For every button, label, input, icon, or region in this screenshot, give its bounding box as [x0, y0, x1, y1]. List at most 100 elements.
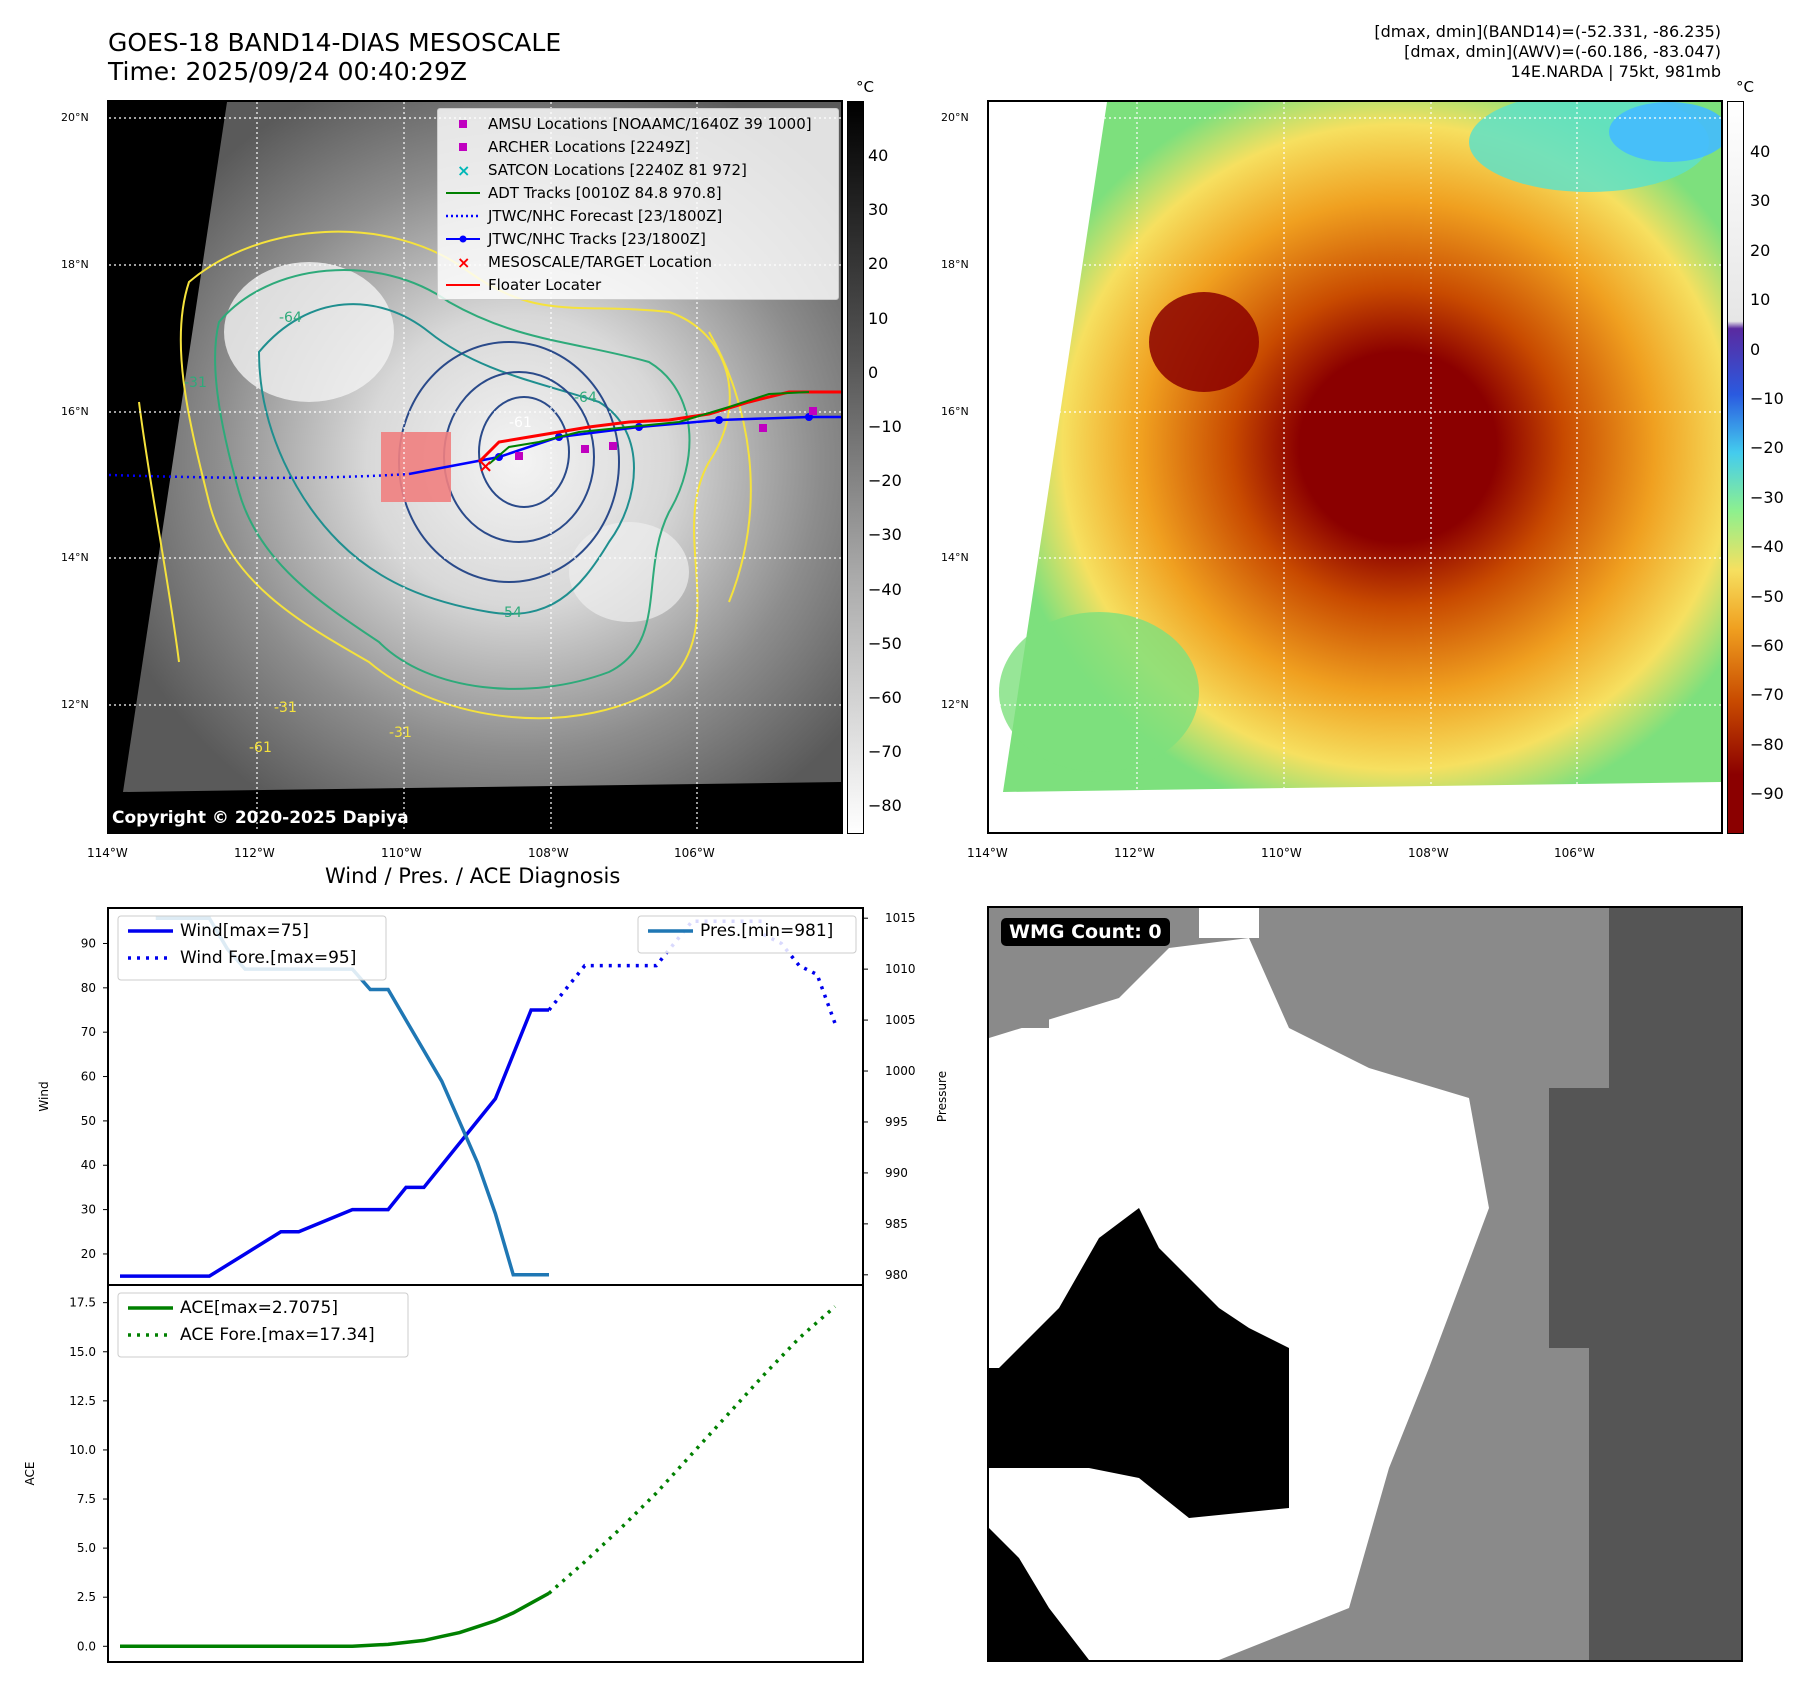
storm-info: 14E.NARDA | 75kt, 981mb	[1510, 62, 1721, 81]
colorbar-tick-label: 0	[1750, 339, 1761, 359]
latitude-label: 16°N	[61, 405, 89, 418]
legend-symbol-icon	[444, 182, 482, 204]
wind-axis-tick-label: 80	[81, 981, 96, 995]
colorbar-tick-label: −10	[868, 417, 902, 436]
colorbar-tick-label: −20	[1750, 438, 1784, 458]
latitude-label: 20°N	[61, 111, 89, 124]
copyright-text: Copyright © 2020-2025 Dapiya	[112, 808, 409, 828]
legend-symbol-icon	[444, 113, 482, 135]
legend-label: Pres.[min=981]	[700, 921, 833, 941]
pressure-axis-tick-label: 995	[885, 1115, 908, 1129]
legend-item: Floater Locater	[444, 274, 601, 296]
colorbar-tick-label: −60	[1750, 636, 1784, 655]
longitude-label: 114°W	[87, 846, 128, 860]
colorbar-tick-label: −40	[868, 579, 902, 599]
ace-axis-tick-label: 7.5	[77, 1492, 96, 1506]
pressure-series-line	[155, 916, 549, 1277]
svg-text:×: ×	[457, 253, 470, 272]
wind-axis-tick-label: 70	[81, 1025, 96, 1039]
colorbar-tick-label: 10	[1750, 290, 1771, 310]
colorbar-tick-label: −20	[868, 471, 902, 491]
awv-colorbar	[1727, 101, 1744, 834]
wmg-image	[989, 908, 1741, 1660]
longitude-label: 106°W	[1554, 846, 1595, 860]
colorbar-tick-label: −80	[868, 796, 902, 816]
ace-axis-tick-label: 0.0	[77, 1639, 96, 1653]
wind-axis-tick-label: 20	[81, 1247, 96, 1261]
colorbar-tick-label: −90	[1750, 784, 1784, 804]
legend-label: ACE[max=2.7075]	[180, 1298, 338, 1318]
colorbar-tick-label: −50	[868, 633, 902, 653]
colorbar-tick-label: 0	[868, 362, 879, 382]
wmg-panel: WMG Count: 0	[987, 906, 1743, 1662]
pressure-axis-tick-label: 990	[885, 1166, 908, 1180]
legend-symbol-icon	[444, 274, 482, 296]
colorbar-tick-label: −70	[1750, 685, 1784, 705]
pressure-axis-tick-label: 1015	[885, 911, 916, 925]
wind-legend	[117, 915, 387, 981]
colorbar-tick-label: 40	[1750, 142, 1771, 161]
wind-axis-tick-label: 50	[81, 1114, 96, 1128]
latitude-label: 14°N	[61, 551, 89, 564]
wind-forecast-line	[762, 933, 837, 1024]
legend-label: Wind Fore.[max=95]	[180, 948, 356, 968]
legend-item: ARCHER Locations [2249Z]	[444, 136, 691, 158]
longitude-label: 106°W	[674, 846, 715, 860]
awv-colorbar-unit: °C	[1736, 78, 1754, 96]
legend-symbol-icon: ×	[444, 251, 482, 273]
ace-series-line	[120, 1591, 550, 1649]
ace-axis-tick-label: 12.5	[69, 1394, 96, 1408]
colorbar-tick-label: −80	[1750, 734, 1784, 754]
legend-symbol-icon	[444, 228, 482, 250]
colorbar-tick-label: −30	[1750, 487, 1784, 507]
legend-label: AMSU Locations [NOAAMC/1640Z 39 1000]	[488, 115, 812, 133]
wind-series-line	[120, 1008, 549, 1278]
legend-label: ARCHER Locations [2249Z]	[488, 138, 691, 156]
wind-axis-tick-label: 90	[81, 936, 96, 950]
longitude-label: 112°W	[234, 846, 275, 860]
latitude-label: 20°N	[941, 111, 969, 124]
legend-item: × MESOSCALE/TARGET Location	[444, 251, 712, 273]
pressure-axis-tick-label: 1000	[885, 1064, 916, 1078]
ace-axis-tick-label: 5.0	[77, 1541, 96, 1555]
wind-pressure-axes-frame	[107, 907, 864, 1286]
wind-axis-tick-label: 30	[81, 1203, 96, 1217]
colorbar-tick-label: −40	[1750, 537, 1784, 557]
contour-label: -31	[274, 700, 297, 716]
ir-colorbar-unit: °C	[856, 78, 874, 96]
colorbar-tick-label: −30	[868, 525, 902, 545]
pressure-legend	[637, 915, 857, 954]
legend-symbol-icon	[444, 205, 482, 227]
colorbar-tick-label: 40	[868, 146, 889, 165]
longitude-label: 108°W	[528, 846, 569, 860]
legend-symbol-icon	[444, 136, 482, 158]
awv-map-image	[989, 102, 1721, 832]
latitude-label: 12°N	[941, 698, 969, 711]
legend-label: Wind[max=75]	[180, 921, 309, 941]
ir-colorbar	[847, 101, 864, 834]
longitude-label: 112°W	[1114, 846, 1155, 860]
colorbar-tick-label: −60	[868, 688, 902, 707]
dmax-dmin-awv: [dmax, dmin](AWV)=(-60.186, -83.047)	[1404, 42, 1721, 61]
colorbar-tick-label: 20	[1750, 240, 1771, 260]
legend-item: × SATCON Locations [2240Z 81 972]	[444, 159, 747, 181]
contour-label: -31	[389, 725, 412, 741]
ace-axis-tick-label: 15.0	[69, 1345, 96, 1359]
pressure-axis-tick-label: 980	[885, 1268, 908, 1282]
contour-label: -31	[184, 375, 207, 391]
latitude-label: 18°N	[941, 258, 969, 271]
svg-text:×: ×	[457, 161, 470, 180]
figure-time: Time: 2025/09/24 00:40:29Z	[108, 57, 467, 86]
ace-legend	[117, 1292, 409, 1358]
latitude-label: 18°N	[61, 258, 89, 271]
ace-axis-tick-label: 2.5	[77, 1590, 96, 1604]
latitude-label: 12°N	[61, 698, 89, 711]
latitude-label: 16°N	[941, 405, 969, 418]
awv-map-panel	[987, 100, 1723, 834]
legend-item: AMSU Locations [NOAAMC/1640Z 39 1000]	[444, 113, 812, 135]
ace-forecast-line	[547, 1305, 837, 1595]
wind-forecast-line	[547, 919, 764, 1012]
colorbar-tick-label: 10	[868, 308, 889, 328]
ace-axis-tick-label: 10.0	[69, 1443, 96, 1457]
colorbar-tick-label: −70	[868, 742, 902, 762]
